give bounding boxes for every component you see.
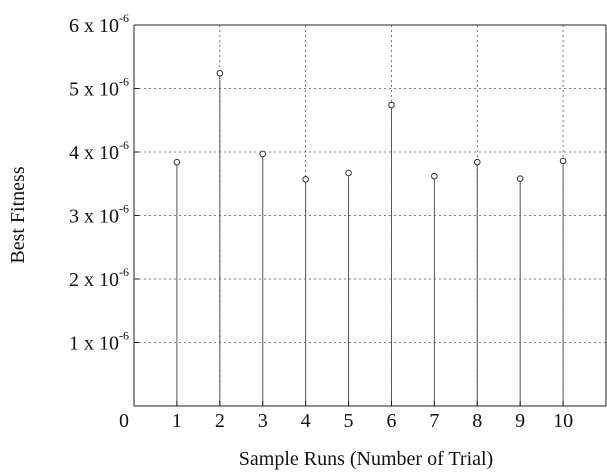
stem-marker <box>302 176 309 183</box>
y-tick-mantissa: 3 x 10 <box>69 206 119 228</box>
x-tick-label: 4 <box>301 410 311 432</box>
plot-axes <box>133 24 607 407</box>
x-tick-label: 1 <box>172 410 182 432</box>
stem-marker <box>216 69 224 77</box>
x-tick-label: 5 <box>344 410 354 432</box>
x-tick-labels: 1 2 3 4 5 6 7 8 9 10 <box>172 410 573 432</box>
x-axis-label: Sample Runs (Number of Trial) <box>239 448 493 470</box>
stem-marker <box>259 150 267 158</box>
y-tick-label: 5 x 10-6 <box>69 75 129 101</box>
y-tick-mantissa: 4 x 10 <box>69 142 119 164</box>
stem-marker <box>388 101 395 109</box>
y-tick-label: 2 x 10-6 <box>69 265 129 291</box>
x-tick-label: 8 <box>472 410 482 432</box>
y-tick-exponent: -6 <box>119 75 129 89</box>
x-tick-label: 10 <box>553 410 573 432</box>
y-tick-label: 3 x 10-6 <box>69 202 129 228</box>
y-tick-exponent: -6 <box>119 138 129 152</box>
y-tick-mantissa: 6 x 10 <box>69 15 119 37</box>
stem-marker <box>516 175 524 182</box>
grid-lines <box>134 25 606 406</box>
y-tick-exponent: -6 <box>119 265 129 279</box>
y-tick-exponent: -6 <box>119 11 129 25</box>
y-tick-labels: 1 x 10-62 x 10-63 x 10-64 x 10-65 x 10-6… <box>69 11 129 355</box>
stem-marker <box>473 158 481 166</box>
x-tick-label: 7 <box>429 410 439 432</box>
x-tick-label: 2 <box>215 410 225 432</box>
stem-marker <box>173 158 181 166</box>
y-tick-label: 1 x 10-6 <box>69 329 129 355</box>
y-tick-label: 4 x 10-6 <box>69 138 129 164</box>
y-tick-label: 6 x 10-6 <box>69 11 129 37</box>
y-tick-exponent: -6 <box>119 202 129 216</box>
stem-series <box>173 69 567 406</box>
y-tick-mantissa: 2 x 10 <box>69 269 119 291</box>
x-tick-label: 9 <box>515 410 525 432</box>
y-tick-mantissa: 1 x 10 <box>69 333 119 355</box>
y-tick-mantissa: 5 x 10 <box>69 79 119 101</box>
x-tick-label: 6 <box>386 410 396 432</box>
stem-marker <box>559 157 567 165</box>
origin-label: 0 <box>119 410 129 432</box>
y-axis-label: Best Fitness <box>7 166 29 263</box>
x-tick-label: 3 <box>258 410 268 432</box>
stem-marker <box>345 169 352 177</box>
stem-marker <box>431 172 438 180</box>
y-tick-exponent: -6 <box>119 329 129 343</box>
